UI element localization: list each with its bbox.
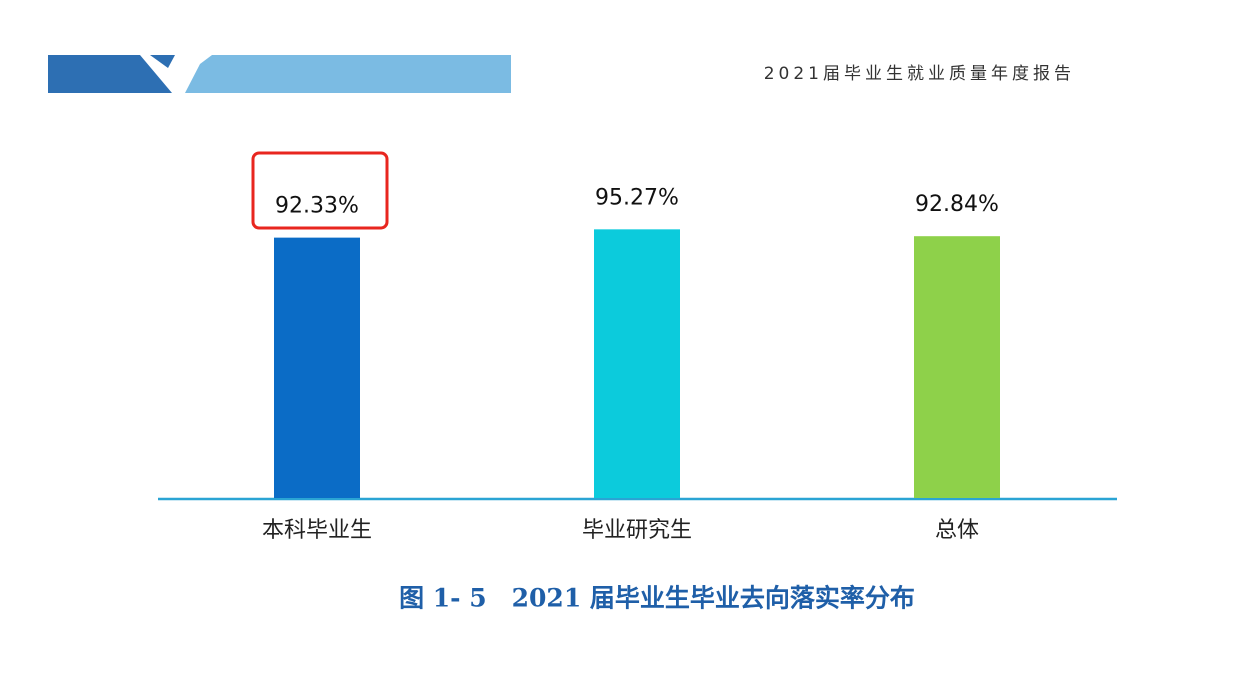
value-label: 92.84% [915, 192, 999, 217]
header-notch [150, 55, 175, 68]
bar [914, 236, 1000, 498]
header-band-dark [48, 55, 172, 93]
header-band-light [185, 55, 511, 93]
bar [594, 229, 680, 498]
header-title: 2021届毕业生就业质量年度报告 [764, 64, 1075, 84]
x-tick-label: 总体 [935, 518, 979, 543]
x-tick-label: 本科毕业生 [262, 518, 372, 543]
value-label: 92.33% [275, 194, 359, 219]
bar [274, 237, 360, 498]
x-tick-label: 毕业研究生 [582, 518, 692, 543]
chart-caption: 图 1- 5 2021 届毕业生毕业去向落实率分布 [399, 584, 915, 613]
highlight-box [251, 151, 389, 230]
value-label: 95.27% [595, 185, 679, 210]
